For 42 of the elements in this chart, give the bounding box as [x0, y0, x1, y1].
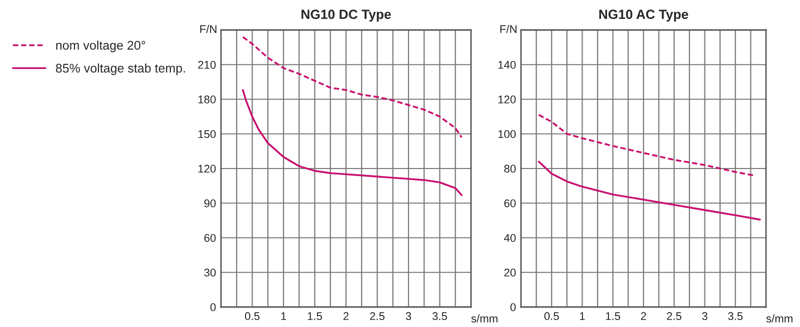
- y-tick-label: 30: [204, 268, 216, 277]
- x-tick-label: 2: [343, 312, 349, 320]
- line-series: [538, 160, 761, 220]
- y-tick-label: 100: [498, 130, 516, 138]
- x-tick-label: 2.5: [370, 312, 385, 320]
- x-tick-label: 1.5: [308, 312, 322, 320]
- y-tick-label: 210: [198, 60, 216, 69]
- x-tick-label: 2: [640, 312, 646, 320]
- chart-title: NG10 AC Type: [599, 10, 688, 22]
- y-tick-label: 120: [198, 164, 216, 173]
- x-tick-label: 0.5: [544, 312, 559, 320]
- x-tick-label: 3: [702, 312, 708, 320]
- y-tick-label: 150: [198, 130, 216, 138]
- y-tick-label: 0: [510, 303, 516, 312]
- x-tick-label: 1: [580, 312, 585, 320]
- x-tick-label: 3.5: [728, 312, 743, 320]
- x-tick-label: 3.5: [432, 312, 448, 320]
- y-tick-label: 20: [504, 268, 516, 277]
- y-tick-label: 80: [504, 164, 516, 173]
- legend-label: 85% voltage stab temp.: [56, 63, 185, 76]
- legend-label: nom voltage 20°: [56, 40, 146, 52]
- y-tick-label: 0: [210, 303, 216, 312]
- x-tick-label: 3: [406, 312, 412, 320]
- x-axis-title: s/mm: [471, 314, 498, 322]
- y-axis-title: F/N: [200, 24, 216, 33]
- x-tick-label: 2.5: [666, 312, 682, 320]
- line-series: [242, 36, 463, 138]
- x-tick-label: 0.5: [244, 312, 260, 320]
- y-tick-label: 180: [198, 96, 216, 104]
- x-tick-label: 1.5: [606, 312, 620, 320]
- y-tick-label: 140: [498, 60, 516, 69]
- y-tick-label: 60: [204, 234, 216, 242]
- x-tick-label: 1: [281, 312, 286, 320]
- chart-title: NG10 DC Type: [302, 10, 391, 22]
- y-axis-title: F/N: [500, 24, 516, 33]
- line-series: [538, 114, 755, 176]
- y-tick-label: 90: [204, 199, 216, 208]
- x-axis-title: s/mm: [766, 314, 792, 322]
- y-tick-label: 120: [498, 96, 516, 104]
- y-tick-label: 60: [504, 199, 516, 208]
- y-tick-label: 40: [504, 234, 516, 242]
- line-series: [242, 89, 463, 196]
